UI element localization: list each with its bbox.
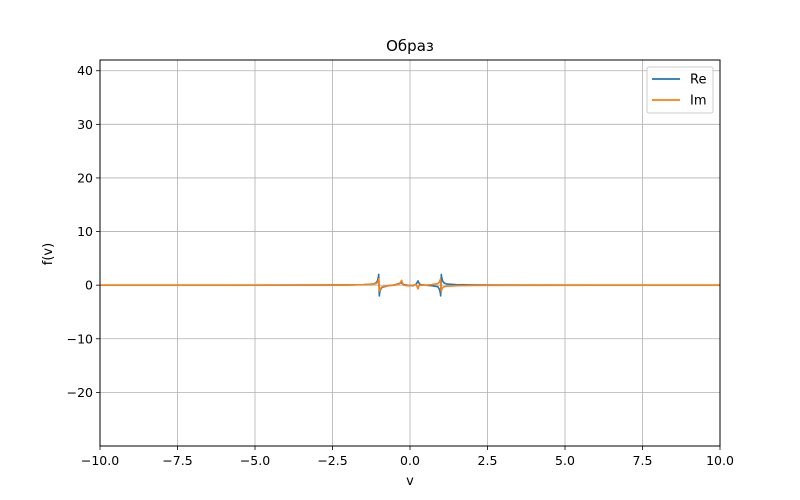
- y-tick-label: −10: [67, 331, 93, 346]
- y-tick-label: 40: [77, 63, 93, 78]
- x-tick-label: 10.0: [706, 453, 734, 468]
- x-tick-label: 7.5: [633, 453, 653, 468]
- x-axis-label: v: [406, 474, 414, 489]
- x-tick-label: −10.0: [81, 453, 119, 468]
- legend-label-re: Re: [690, 73, 706, 88]
- y-tick-label: 0: [85, 278, 93, 293]
- x-tick-label: 5.0: [555, 453, 575, 468]
- x-axis-ticks: −10.0 −7.5 −5.0 −2.5 0.0 2.5 5.0 7.5 10.0: [81, 446, 734, 468]
- y-tick-label: 10: [77, 224, 93, 239]
- x-tick-label: 2.5: [478, 453, 498, 468]
- x-tick-label: 0.0: [400, 453, 420, 468]
- x-tick-label: −2.5: [317, 453, 347, 468]
- y-tick-label: −20: [67, 385, 93, 400]
- y-axis-ticks: −20 −10 0 10 20 30 40: [67, 63, 100, 400]
- series-line-im: [100, 277, 720, 293]
- legend: Re Im: [646, 66, 714, 114]
- y-tick-label: 30: [77, 117, 93, 132]
- series-layer: [100, 273, 720, 297]
- y-axis-label: f(v): [41, 243, 56, 265]
- x-tick-label: −5.0: [240, 453, 270, 468]
- y-tick-label: 20: [77, 170, 93, 185]
- chart-title: Образ: [386, 37, 434, 55]
- legend-label-im: Im: [690, 94, 707, 109]
- x-tick-label: −7.5: [162, 453, 192, 468]
